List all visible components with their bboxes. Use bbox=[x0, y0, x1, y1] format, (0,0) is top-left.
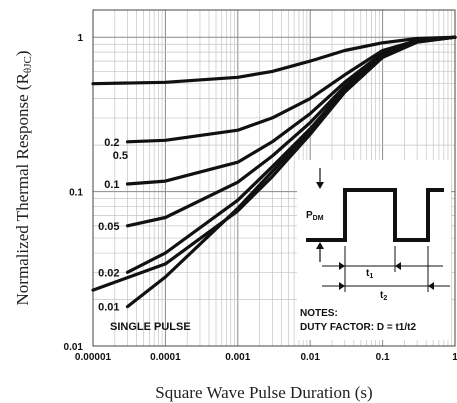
x-tick-label: 0.1 bbox=[376, 352, 390, 363]
series-line-7 bbox=[91, 35, 457, 292]
series-label: 0.5 bbox=[113, 150, 128, 162]
y-tick-label: 1 bbox=[77, 33, 83, 44]
series-label: 0.01 bbox=[98, 302, 119, 314]
pdm-label: PDM bbox=[306, 210, 324, 222]
x-tick-label: 0.001 bbox=[225, 352, 250, 363]
y-axis-title: Normalized Thermal Response (RθJC) bbox=[13, 51, 34, 306]
series-label: 0.02 bbox=[98, 267, 119, 279]
y-axis-title-sub: θJC bbox=[22, 56, 34, 73]
tick-labels: 0.00001 0.0001 0.001 0.01 0.1 1 1 0.1 0.01 bbox=[64, 33, 457, 363]
t2-arrowhead-right bbox=[428, 282, 434, 290]
notes-text: DUTY FACTOR: D = t1/t2 bbox=[300, 322, 416, 333]
x-tick-label: 0.0001 bbox=[150, 352, 181, 363]
series-label: 0.1 bbox=[104, 179, 119, 191]
notes-title: NOTES: bbox=[300, 308, 338, 319]
t1-arrowhead-left bbox=[339, 262, 345, 270]
series-label: SINGLE PULSE bbox=[110, 321, 191, 333]
y-axis-title-close: ) bbox=[13, 51, 32, 57]
pulse-waveform bbox=[306, 188, 444, 242]
curves bbox=[91, 35, 457, 309]
pdm-arrowhead-top bbox=[316, 182, 324, 189]
t2-label: t2 bbox=[380, 290, 387, 302]
x-axis-title: Square Wave Pulse Duration (s) bbox=[155, 383, 372, 402]
t1-arrowhead-right bbox=[395, 262, 401, 270]
plot-frame bbox=[92, 9, 456, 347]
t1-label: t1 bbox=[366, 268, 373, 280]
x-tick-label: 0.00001 bbox=[75, 352, 112, 363]
y-tick-label: 0.1 bbox=[69, 188, 83, 199]
curve-labels: 0.50.2 0.1 0.05 0.02 0.01 SINGLE PULSE bbox=[98, 137, 191, 333]
x-tick-label: 1 bbox=[452, 352, 457, 363]
x-tick-label: 0.01 bbox=[300, 352, 320, 363]
y-tick-label: 0.01 bbox=[64, 342, 84, 353]
series-line-1 bbox=[91, 35, 457, 86]
series-label: 0.2 bbox=[104, 137, 119, 149]
series-label: 0.05 bbox=[98, 221, 119, 233]
pdm-arrowhead-bottom bbox=[316, 242, 324, 249]
y-axis-title-main: Normalized Thermal Response (R bbox=[13, 72, 32, 305]
t2-arrowhead-left bbox=[339, 282, 345, 290]
duty-cycle-inset: PDM t1 t2 NOTES: DUTY FACTOR: D = t1/t2 bbox=[297, 160, 451, 340]
